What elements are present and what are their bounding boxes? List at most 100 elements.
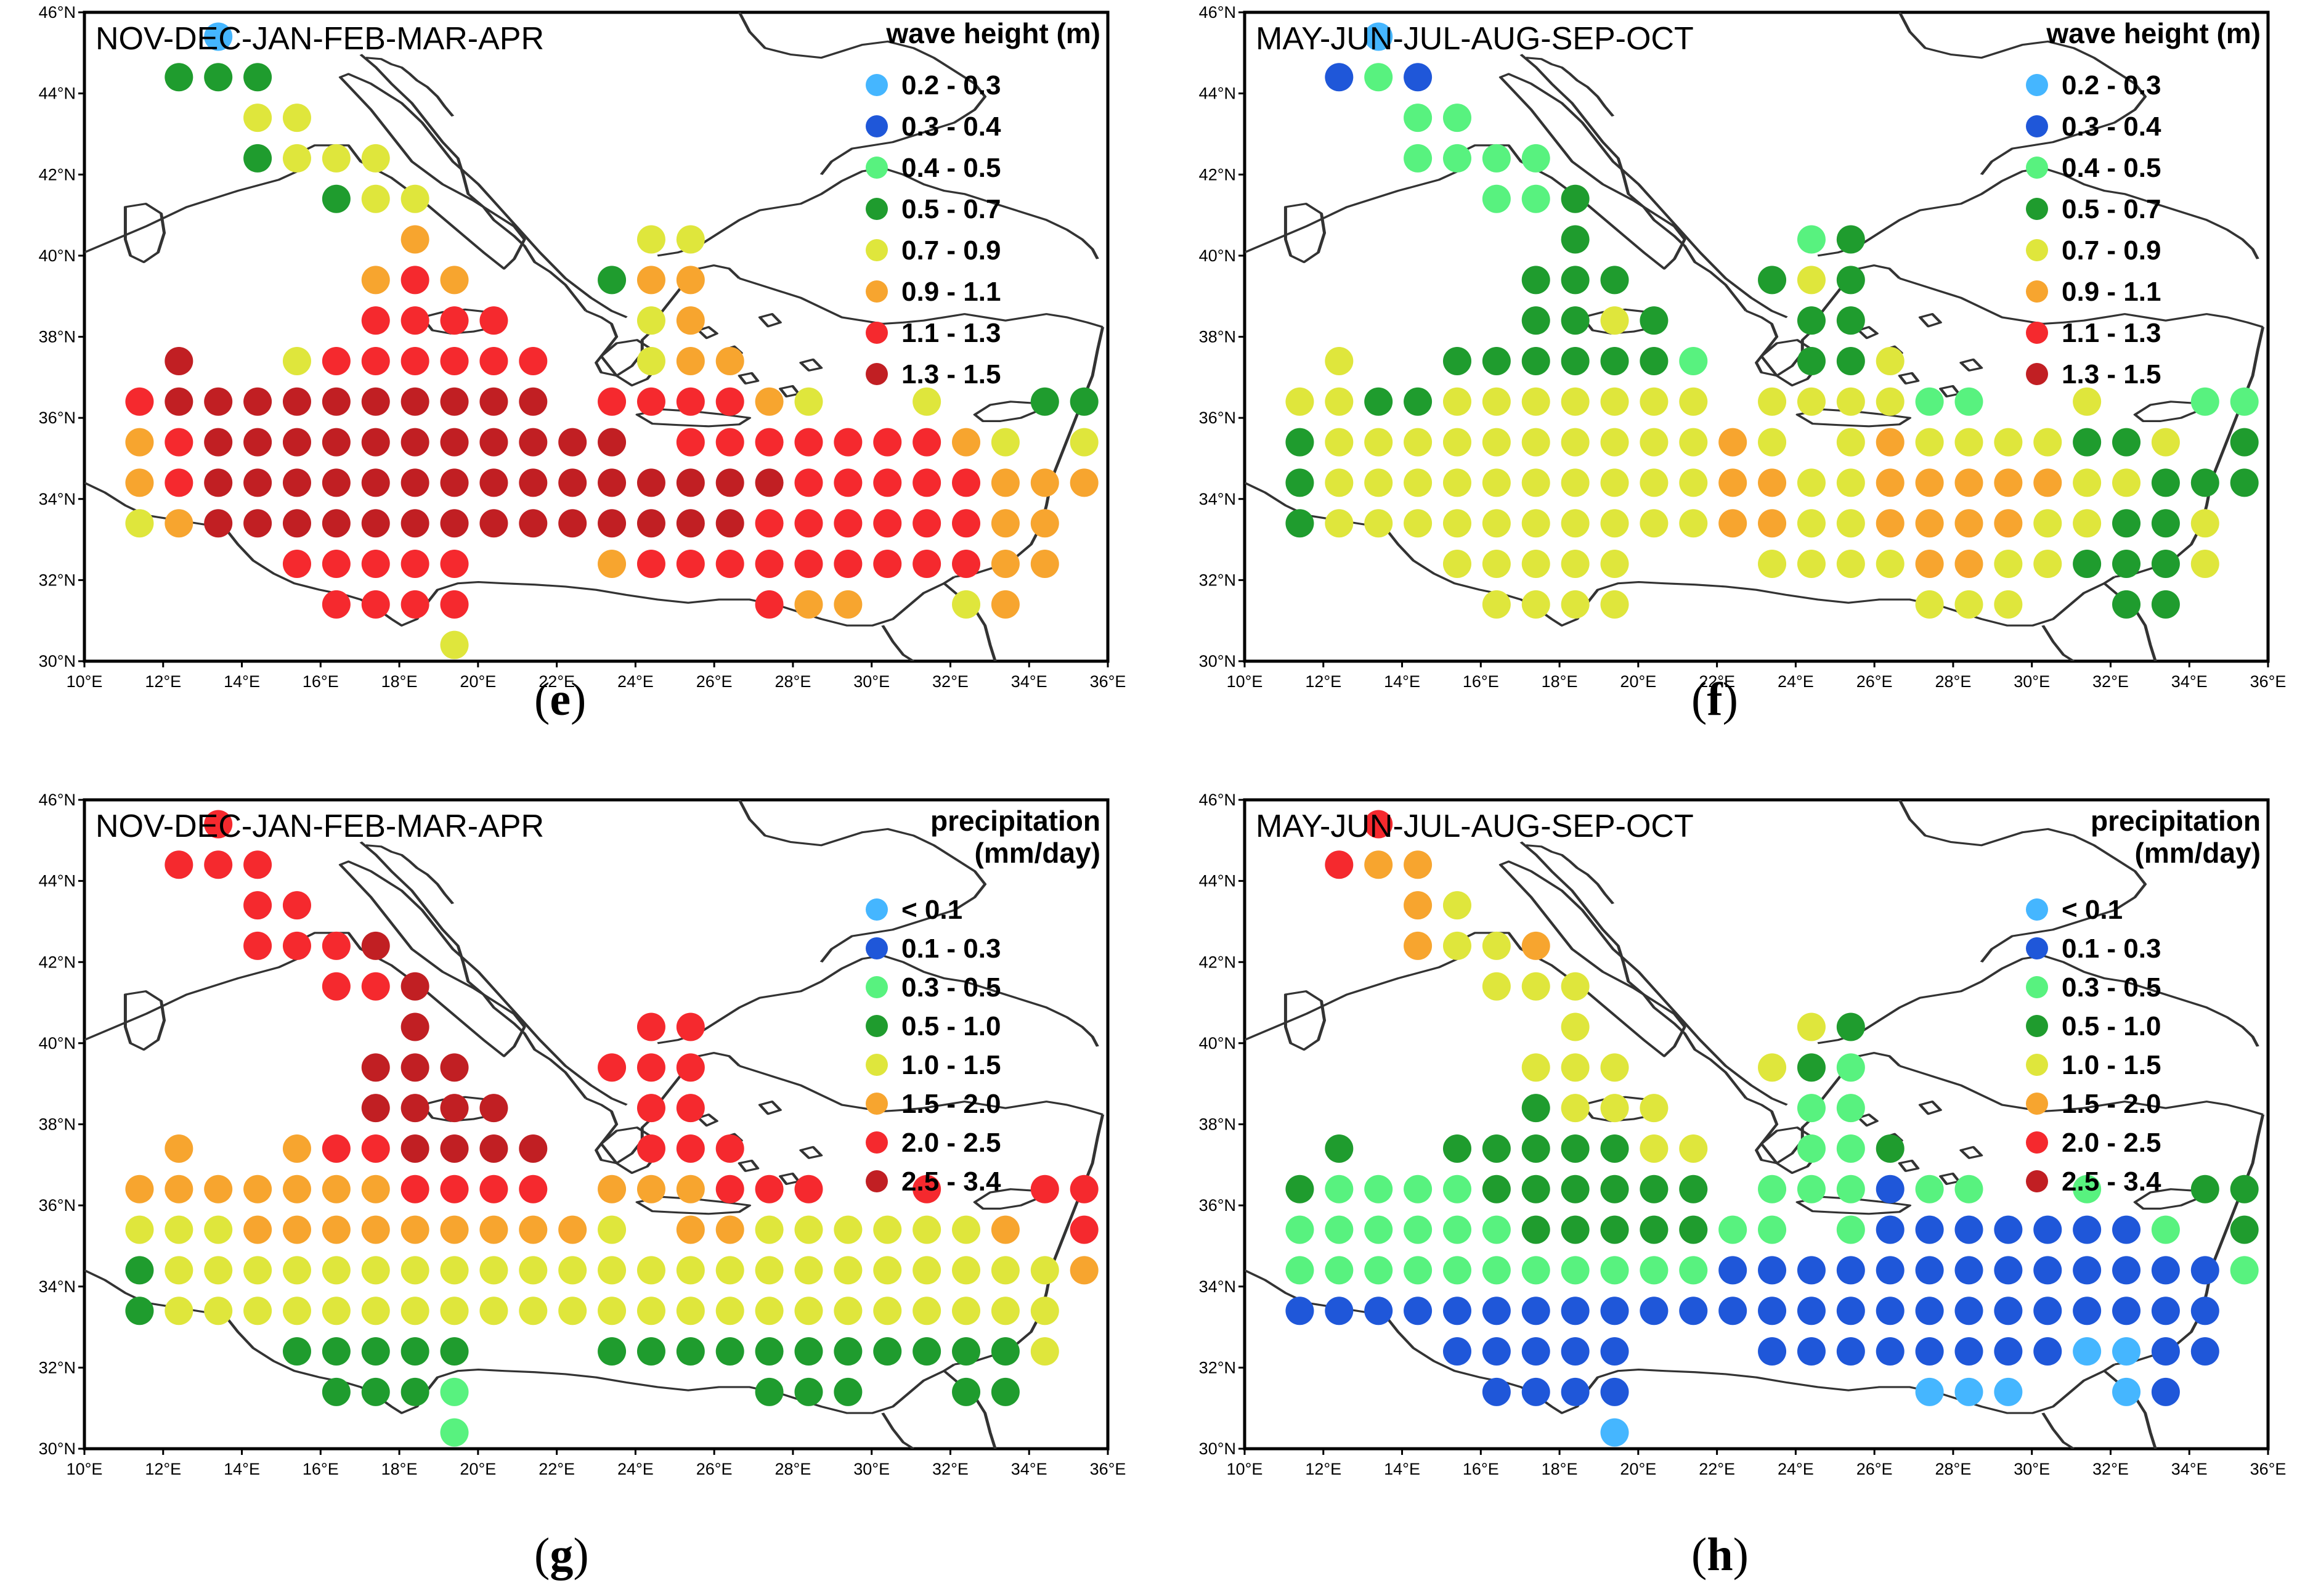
data-point [1994,590,2023,619]
data-point [1718,1297,1747,1325]
y-tick-label: 32°N [1199,1358,1236,1377]
data-point [2151,1215,2180,1244]
legend-label: 0.5 - 0.7 [2062,194,2161,224]
data-point [1070,1175,1099,1203]
data-point [519,428,548,457]
data-point [1404,850,1433,879]
x-tick-label: 22°E [539,672,575,691]
x-tick-label: 18°E [1542,1460,1578,1478]
x-tick-label: 14°E [1384,672,1420,691]
x-tick-label: 36°E [2250,1460,2287,1478]
data-point [1482,428,1511,457]
data-point [794,509,823,538]
data-point [1364,1215,1393,1244]
data-point [755,550,784,579]
data-point [322,550,351,579]
data-point [1600,1418,1629,1447]
legend-title: precipitation [2091,805,2261,837]
data-point [2190,509,2219,538]
data-point [715,1297,744,1325]
data-point [676,509,705,538]
data-point [282,428,311,457]
data-point [834,1377,863,1406]
data-point [1521,550,1550,579]
data-point [1442,1297,1471,1325]
data-point [125,509,154,538]
data-point [322,1175,351,1203]
legend-label: 0.4 - 0.5 [2062,153,2161,183]
data-point [519,1215,548,1244]
legend-swatch [2026,157,2048,179]
data-point [1994,1297,2023,1325]
data-point [1404,931,1433,960]
data-point [1364,387,1393,416]
data-point [1797,1297,1826,1325]
data-point [1836,266,1865,295]
data-point [1561,1094,1590,1123]
data-point [1915,590,1944,619]
data-point [1915,550,1944,579]
data-point [2190,550,2219,579]
data-point [1679,387,1708,416]
data-point [361,590,390,619]
data-point [1954,1256,1983,1285]
season-label: MAY-JUN-JUL-AUG-SEP-OCT [1256,808,1694,844]
data-point [1070,428,1099,457]
data-point [952,468,981,497]
data-point [1030,1297,1059,1325]
x-tick-label: 10°E [1227,1460,1263,1478]
data-point [1679,468,1708,497]
data-point [2112,1377,2141,1406]
data-point [913,509,941,538]
x-tick-label: 18°E [1542,672,1578,691]
x-tick-label: 22°E [1699,672,1735,691]
data-point [519,509,548,538]
data-point [1521,1053,1550,1082]
y-tick-label: 36°N [39,1196,76,1215]
data-point [1758,1175,1787,1203]
data-point [1600,346,1629,375]
data-point [1325,1256,1354,1285]
x-tick-label: 34°E [1011,1460,1047,1478]
legend-label: 0.7 - 0.9 [901,235,1001,266]
data-point [1521,590,1550,619]
data-point [794,1256,823,1285]
legend-title: wave height (m) [2046,17,2261,49]
legend-swatch [2026,1131,2048,1154]
y-tick-label: 38°N [39,328,76,346]
legend-swatch [2026,239,2048,261]
data-point [1521,144,1550,173]
data-point [2190,1256,2219,1285]
data-point [952,428,981,457]
data-point [991,1297,1020,1325]
data-point [2073,509,2102,538]
y-tick-label: 30°N [39,1439,76,1458]
data-point [1758,1256,1787,1285]
data-point [400,1215,429,1244]
y-tick-label: 44°N [39,84,76,103]
data-point [1640,509,1669,538]
data-point [1070,468,1099,497]
data-point [243,891,272,920]
data-point [1561,1012,1590,1041]
legend: wave height (m) 0.2 - 0.3 0.3 - 0.4 0.4 - 0… [866,17,1100,389]
data-point [913,550,941,579]
panel-f: 10°E 12°E 14°E 16°E 18°E 20°E 22°E 24°E 26°E 28°E… [1199,3,2287,691]
data-point [794,1175,823,1203]
data-point [400,1175,429,1203]
data-point [282,550,311,579]
legend-label: 0.1 - 0.3 [2062,934,2161,964]
data-point [913,1297,941,1325]
data-point [2230,468,2259,497]
data-point [1404,63,1433,92]
data-point [479,1175,508,1203]
data-point [558,1297,587,1325]
data-point [1482,1297,1511,1325]
data-point [1325,1215,1354,1244]
legend-label: 0.2 - 0.3 [901,70,1001,100]
data-point [243,1175,272,1203]
data-point [400,972,429,1001]
data-point [2190,387,2219,416]
data-point [598,509,627,538]
x-tick-label: 22°E [539,1460,575,1478]
